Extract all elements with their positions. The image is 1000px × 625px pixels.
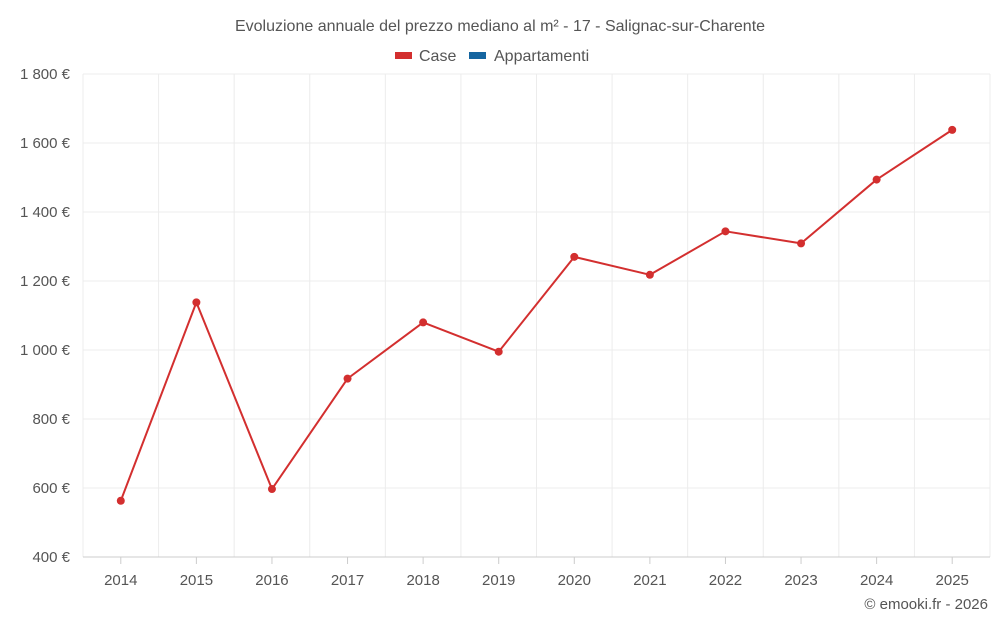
series-line-case <box>119 129 953 502</box>
data-point-2024[interactable] <box>872 175 881 184</box>
data-point-2025[interactable] <box>948 125 957 134</box>
data-point-2015[interactable] <box>192 298 201 307</box>
data-point-2018[interactable] <box>419 318 428 327</box>
x-tick-label: 2020 <box>558 572 591 589</box>
y-axis-ticks: 400 € 600 € 800 € 1 000 € 1 200 € 1 400 € 1 60… <box>20 66 71 566</box>
y-tick-label: 1 000 € <box>20 342 71 359</box>
x-tick-label: 2016 <box>255 572 288 589</box>
x-tick-label: 2019 <box>482 572 515 589</box>
x-tick-label: 2025 <box>936 572 969 589</box>
data-point-2022[interactable] <box>721 227 730 236</box>
legend-label-case[interactable]: Case <box>419 48 456 65</box>
y-tick-label: 600 € <box>32 480 70 497</box>
series-case <box>116 125 957 505</box>
data-point-2021[interactable] <box>645 270 654 279</box>
legend-swatch-appartamenti[interactable] <box>469 52 486 59</box>
data-point-2023[interactable] <box>797 239 806 248</box>
x-tick-label: 2022 <box>709 572 742 589</box>
y-tick-label: 1 400 € <box>20 204 71 221</box>
y-tick-label: 1 600 € <box>20 135 71 152</box>
data-point-2017[interactable] <box>343 374 352 383</box>
x-tick-label: 2014 <box>104 572 137 589</box>
data-point-2014[interactable] <box>116 496 125 505</box>
legend[interactable]: Case Appartamenti <box>395 48 589 65</box>
data-point-2020[interactable] <box>570 252 579 261</box>
chart-title: Evoluzione annuale del prezzo mediano al… <box>235 18 765 35</box>
x-gridlines <box>82 74 991 557</box>
y-tick-label: 1 200 € <box>20 273 71 290</box>
y-tick-label: 1 800 € <box>20 66 71 83</box>
x-tick-label: 2017 <box>331 572 364 589</box>
credit-text: © emooki.fr - 2026 <box>864 596 988 613</box>
x-axis-ticks: 2014 2015 2016 2017 2018 2019 2020 2021 2022 2023… <box>104 557 969 589</box>
x-tick-label: 2021 <box>633 572 666 589</box>
data-point-2019[interactable] <box>494 347 503 356</box>
data-point-2016[interactable] <box>267 485 276 494</box>
x-tick-label: 2015 <box>180 572 213 589</box>
x-tick-label: 2024 <box>860 572 893 589</box>
y-tick-label: 800 € <box>32 411 70 428</box>
x-tick-label: 2023 <box>784 572 817 589</box>
legend-label-appartamenti[interactable]: Appartamenti <box>494 48 589 65</box>
x-tick-label: 2018 <box>406 572 439 589</box>
legend-swatch-case[interactable] <box>395 52 412 59</box>
y-tick-label: 400 € <box>32 549 70 566</box>
